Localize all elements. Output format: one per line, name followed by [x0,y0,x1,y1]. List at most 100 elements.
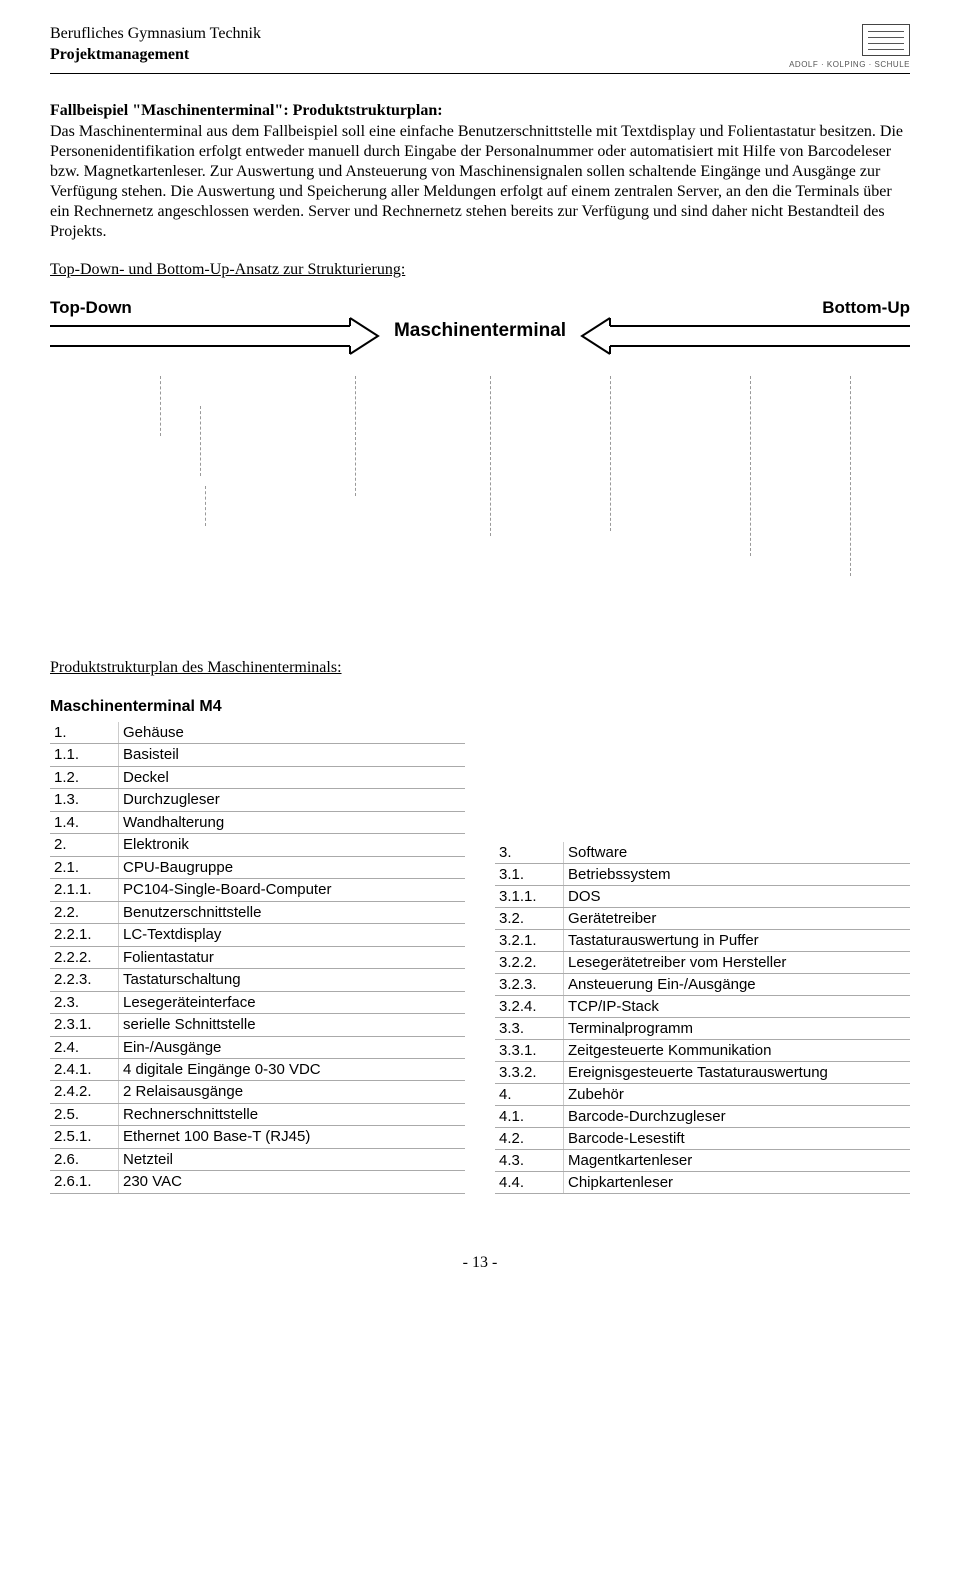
row-number: 2.1. [50,856,119,878]
table-row: 1.3.Durchzugleser [50,789,465,811]
row-label: LC-Textdisplay [119,924,466,946]
row-number: 2.4. [50,1036,119,1058]
row-number: 3.2. [495,908,564,930]
row-number: 3.2.1. [495,930,564,952]
row-label: Magentkartenleser [564,1150,911,1172]
row-label: Ansteuerung Ein-/Ausgänge [564,974,911,996]
table-row: 3.1.1.DOS [495,886,910,908]
row-number: 2.2. [50,901,119,923]
row-number: 3.2.2. [495,952,564,974]
table-row: 2.1.1.PC104-Single-Board-Computer [50,879,465,901]
row-label: Lesegeräteinterface [119,991,466,1013]
table-row: 2.2.3.Tastaturschaltung [50,969,465,991]
diagram-dash [355,376,356,496]
row-number: 3. [495,842,564,864]
row-number: 4.1. [495,1106,564,1128]
table-row: 2.3.Lesegeräteinterface [50,991,465,1013]
table-row: 3.2.Gerätetreiber [495,908,910,930]
table-row: 3.3.1.Zeitgesteuerte Kommunikation [495,1040,910,1062]
row-label: TCP/IP-Stack [564,996,911,1018]
school-logo-icon [862,24,910,56]
table-row: 2.4.1.4 digitale Eingänge 0-30 VDC [50,1059,465,1081]
diagram-dash [200,406,201,476]
table-row: 1.Gehäuse [50,722,465,744]
row-label: Wandhalterung [119,811,466,833]
table-row: 4.3.Magentkartenleser [495,1150,910,1172]
row-number: 2.5.1. [50,1126,119,1148]
row-label: Chipkartenleser [564,1172,911,1194]
table-row: 3.2.1.Tastaturauswertung in Puffer [495,930,910,952]
row-number: 2.6.1. [50,1171,119,1194]
row-number: 4.2. [495,1128,564,1150]
row-number: 2.4.2. [50,1081,119,1103]
row-label: serielle Schnittstelle [119,1014,466,1036]
structure-table-right: 3.Software3.1.Betriebssystem3.1.1.DOS3.2… [495,722,910,1194]
row-label: PC104-Single-Board-Computer [119,879,466,901]
diagram-dash [205,486,206,526]
row-label: 230 VAC [119,1171,466,1194]
diagram-dash [490,376,491,536]
row-label: Basisteil [119,744,466,766]
row-label: Elektronik [119,834,466,856]
row-label: Software [564,842,911,864]
diagram-dash [160,376,161,436]
table-row: 3.2.2.Lesegerätetreiber vom Hersteller [495,952,910,974]
table-row: 2.6.1.230 VAC [50,1171,465,1194]
diagram-dash [750,376,751,556]
table-row: 4.Zubehör [495,1084,910,1106]
page-number: - 13 - [50,1254,910,1272]
table-row: 3.1.Betriebssystem [495,864,910,886]
subheading-structuring: Top-Down- und Bottom-Up-Ansatz zur Struk… [50,260,910,280]
row-label: Lesegerätetreiber vom Hersteller [564,952,911,974]
table-row: 4.4.Chipkartenleser [495,1172,910,1194]
table-row: 1.4.Wandhalterung [50,811,465,833]
row-label: Rechnerschnittstelle [119,1103,466,1125]
table-row: 1.2.Deckel [50,766,465,788]
row-number: 2.1.1. [50,879,119,901]
row-label: Ereignisgesteuerte Tastaturauswertung [564,1062,911,1084]
school-logo-text: ADOLF · KOLPING · SCHULE [789,60,910,69]
row-label: Betriebssystem [564,864,911,886]
row-label: Netzteil [119,1148,466,1170]
row-label: 4 digitale Eingänge 0-30 VDC [119,1059,466,1081]
topdown-bottomup-diagram: Top-Down Bottom-Up Maschinenterminal [50,298,910,628]
table-row: 4.1.Barcode-Durchzugleser [495,1106,910,1128]
row-label: Terminalprogramm [564,1018,911,1040]
table-row: 2.6.Netzteil [50,1148,465,1170]
row-number: 3.3. [495,1018,564,1040]
body-paragraph: Das Maschinenterminal aus dem Fallbeispi… [50,122,910,242]
row-label: Deckel [119,766,466,788]
row-number: 4.3. [495,1150,564,1172]
table-row: 3.3.Terminalprogramm [495,1018,910,1040]
row-label: Tastaturauswertung in Puffer [564,930,911,952]
table-row: 2.2.2.Folientastatur [50,946,465,968]
row-number: 1.1. [50,744,119,766]
struct-title: Maschinenterminal M4 [50,698,910,716]
diagram-label-topdown: Top-Down [50,298,132,318]
table-row: 2.5.1.Ethernet 100 Base-T (RJ45) [50,1126,465,1148]
row-number: 2.5. [50,1103,119,1125]
table-row: 2.2.1.LC-Textdisplay [50,924,465,946]
row-number: 1.3. [50,789,119,811]
table-row: 3.Software [495,842,910,864]
row-label: Tastaturschaltung [119,969,466,991]
table-row: 2.Elektronik [50,834,465,856]
row-label: DOS [564,886,911,908]
row-number: 1.2. [50,766,119,788]
row-label: Ethernet 100 Base-T (RJ45) [119,1126,466,1148]
table-row: 2.4.Ein-/Ausgänge [50,1036,465,1058]
table-row: 2.4.2.2 Relaisausgänge [50,1081,465,1103]
header-line2: Projektmanagement [50,45,261,66]
structure-table-left: 1.Gehäuse1.1.Basisteil1.2.Deckel1.3.Durc… [50,722,465,1194]
row-number: 2.2.1. [50,924,119,946]
table-row: 3.3.2.Ereignisgesteuerte Tastaturauswert… [495,1062,910,1084]
arrow-right-icon [50,316,380,356]
row-label: Gehäuse [119,722,466,744]
page-header: Berufliches Gymnasium Technik Projektman… [50,24,910,74]
table-row: 4.2.Barcode-Lesestift [495,1128,910,1150]
row-number: 3.2.3. [495,974,564,996]
row-label: Durchzugleser [119,789,466,811]
row-number: 3.1. [495,864,564,886]
header-line1: Berufliches Gymnasium Technik [50,24,261,45]
row-number: 2.3. [50,991,119,1013]
